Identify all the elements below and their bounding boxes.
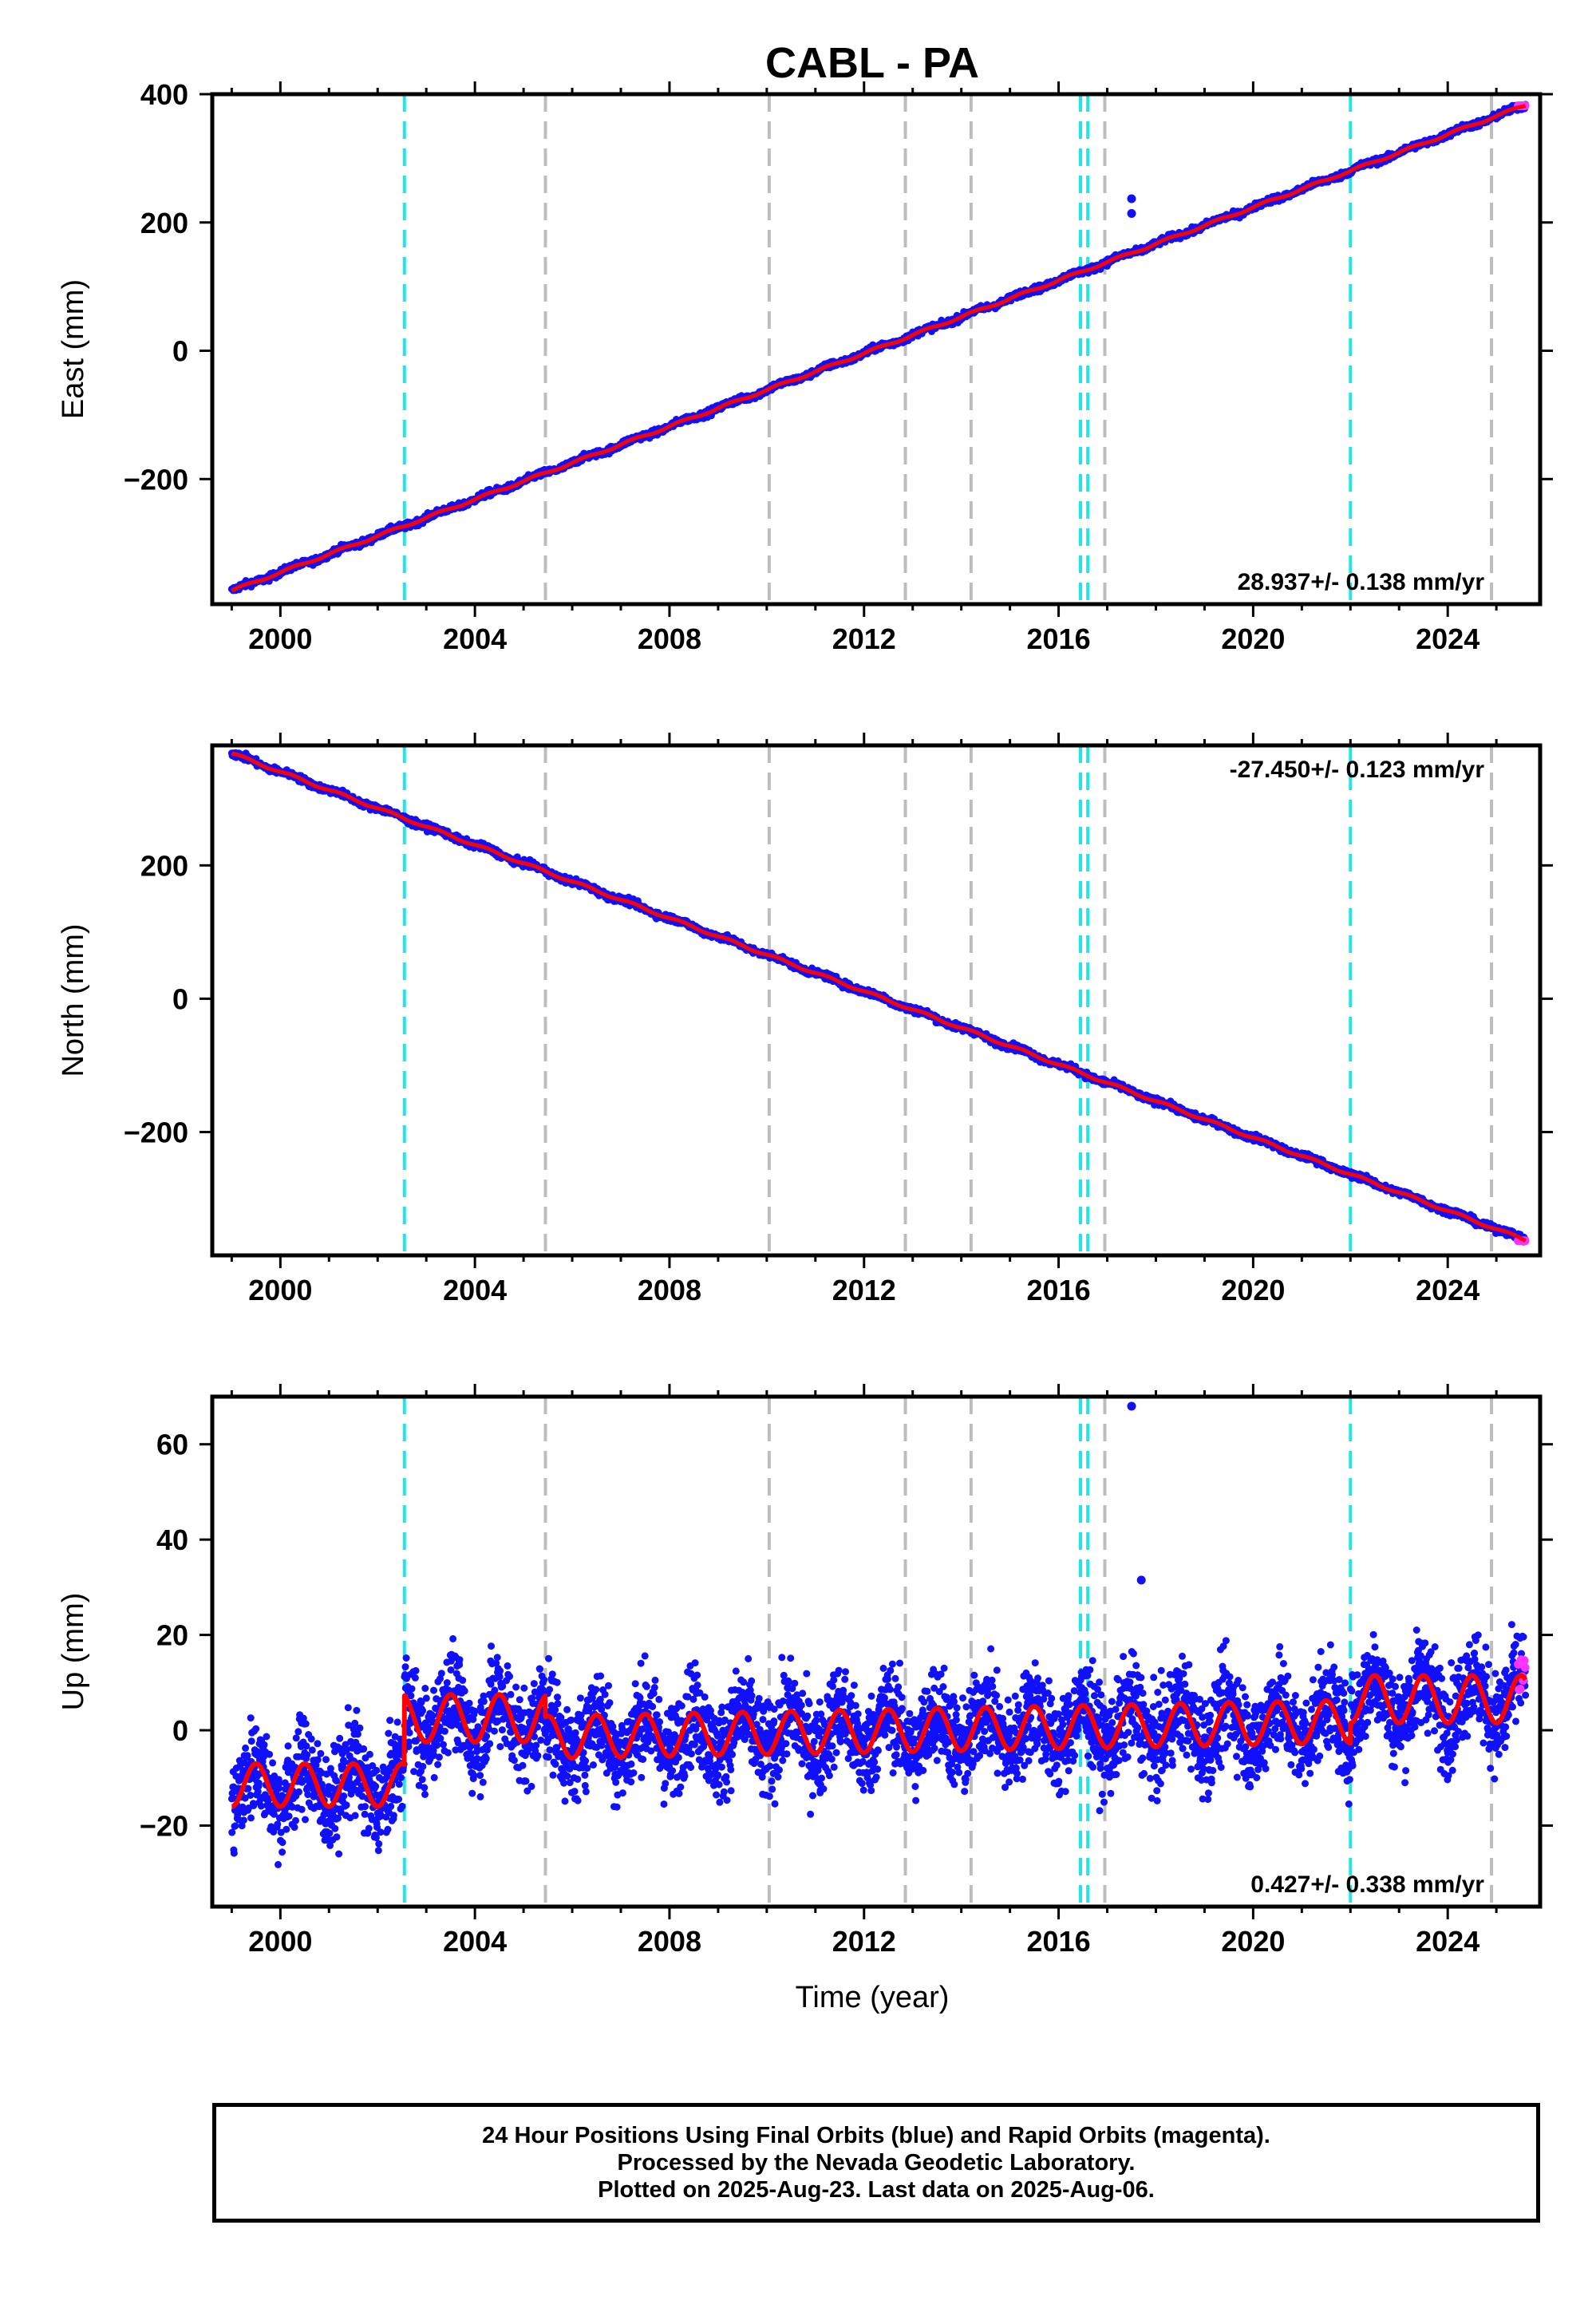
plot-area: [227, 94, 1530, 604]
north-panel: 2000 2004 2008 2012 2016 2020 2024 −200 0 200 Nort…: [57, 733, 1553, 1306]
rate-label: 28.937+/- 0.138 mm/yr: [1238, 569, 1485, 595]
plot-area: [227, 745, 1530, 1255]
outlier-point: [1127, 1401, 1136, 1411]
x-tick-label: 2020: [1221, 622, 1285, 655]
x-tick-label: 2004: [443, 1274, 507, 1306]
y-tick-label: −200: [124, 1116, 188, 1148]
y-tick-label: 400: [140, 78, 188, 111]
x-tick-label: 2016: [1027, 1274, 1091, 1306]
x-tick-label: 2024: [1416, 1274, 1479, 1306]
outlier-point: [1136, 1575, 1146, 1585]
y-tick-label: 0: [172, 1714, 188, 1747]
y-tick-label: 20: [156, 1619, 188, 1652]
x-tick-label: 2024: [1416, 1925, 1479, 1958]
x-tick-label: 2016: [1027, 1925, 1091, 1958]
x-tick-label: 2012: [832, 1274, 896, 1306]
x-tick-label: 2012: [832, 622, 896, 655]
plot-frame: [210, 1394, 1543, 1909]
x-tick-label: 2024: [1416, 622, 1479, 655]
rate-label: -27.450+/- 0.123 mm/yr: [1230, 757, 1485, 783]
x-tick-label: 2000: [248, 1274, 312, 1306]
y-axis-label: North (mm): [57, 923, 90, 1077]
y-tick-label: 40: [156, 1524, 188, 1556]
x-tick-label: 2004: [443, 622, 507, 655]
x-tick-label: 2016: [1027, 622, 1091, 655]
y-axis-label: East (mm): [57, 279, 90, 419]
y-tick-label: −200: [124, 463, 188, 496]
x-tick-label: 2004: [443, 1925, 507, 1958]
y-tick-label: −20: [140, 1809, 188, 1842]
x-tick-label: 2008: [638, 622, 701, 655]
y-tick-label: 200: [140, 207, 188, 239]
plot-frame: [210, 92, 1543, 607]
y-tick-label: 200: [140, 849, 188, 882]
model-curve: [230, 751, 1527, 1243]
y-tick-label: 60: [156, 1429, 188, 1461]
x-tick-label: 2008: [638, 1925, 701, 1958]
processing-info-box: 24 Hour Positions Using Final Orbits (bl…: [212, 2103, 1540, 2223]
plot-area: [227, 1397, 1530, 1907]
x-tick-label: 2008: [638, 1274, 701, 1306]
x-tick-label: 2000: [248, 1925, 312, 1958]
final-orbit-points: [227, 1621, 1530, 1868]
x-tick-label: 2020: [1221, 1925, 1285, 1958]
y-tick-label: 0: [172, 982, 188, 1015]
outlier-point: [1127, 194, 1136, 204]
y-axis-label: Up (mm): [57, 1593, 90, 1711]
x-tick-label: 2020: [1221, 1274, 1285, 1306]
footer-processor-line: Processed by the Nevada Geodetic Laborat…: [617, 2150, 1136, 2176]
plot-frame: [210, 743, 1543, 1258]
outlier-point: [1127, 209, 1136, 219]
model-curve: [230, 104, 1527, 593]
x-tick-label: 2012: [832, 1925, 896, 1958]
footer-dates-line: Plotted on 2025-Aug-23. Last data on 202…: [598, 2177, 1155, 2203]
x-axis-label: Time (year): [796, 1981, 950, 2014]
up-panel: 2000 2004 2008 2012 2016 2020 2024 −20 0 20 40 60 Up…: [57, 1384, 1553, 1958]
y-tick-label: 0: [172, 335, 188, 368]
x-tick-label: 2000: [248, 622, 312, 655]
model-curve: [229, 1673, 1528, 1809]
east-panel: 2000 2004 2008 2012 2016 2020 2024 −200 0 200 400 E…: [57, 78, 1553, 655]
rate-label: 0.427+/- 0.338 mm/yr: [1250, 1871, 1484, 1898]
figure-title: CABL - PA: [765, 39, 979, 87]
footer-orbits-line: 24 Hour Positions Using Final Orbits (bl…: [482, 2123, 1270, 2148]
